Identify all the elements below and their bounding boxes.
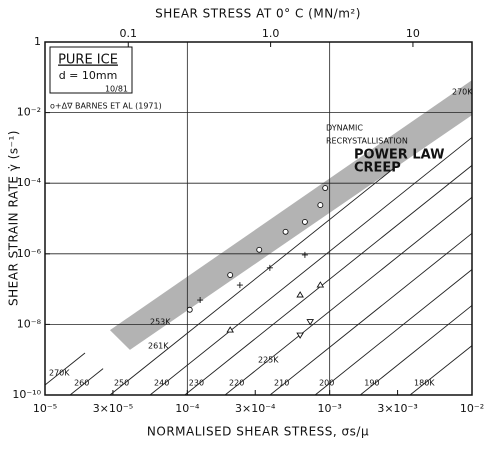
y-tick-label: 1 — [34, 35, 41, 48]
data-point — [322, 185, 329, 191]
annotation: 261K — [148, 342, 169, 351]
data-point — [256, 246, 263, 253]
contour-line — [224, 196, 473, 396]
contour-label: 240 — [154, 379, 169, 388]
info-title: PURE ICE — [58, 53, 118, 68]
contour-label: 220 — [229, 379, 244, 388]
contour-label: 230 — [189, 379, 204, 388]
data-point — [282, 228, 289, 235]
data-point — [306, 319, 315, 326]
data-point — [316, 281, 325, 288]
contour-label: 200 — [319, 379, 334, 388]
contour-label: 190 — [364, 379, 379, 388]
annotation: 225K — [258, 356, 279, 365]
contour-line — [359, 305, 473, 396]
x-tick-label: 10⁻⁴ — [175, 402, 200, 415]
region-label: RECRYSTALLISATION — [326, 137, 408, 146]
y-tick-label: 10⁻⁸ — [17, 317, 42, 330]
data-point — [317, 202, 324, 209]
recrystallisation-band — [109, 80, 472, 350]
annotation: 253K — [150, 318, 171, 327]
info-date: 10/81 — [105, 85, 128, 94]
region-label: POWER LAW — [354, 148, 444, 163]
contour-line — [314, 269, 473, 396]
top-axis-title: SHEAR STRESS AT 0° C (MN/m²) — [155, 7, 361, 21]
data-point — [266, 264, 273, 271]
contour-line — [409, 345, 473, 396]
contour-label: 260 — [74, 379, 89, 388]
data-point — [236, 282, 243, 289]
plot-frame — [44, 41, 473, 396]
x-tick-label: 10⁻³ — [318, 402, 342, 415]
contour-label: 210 — [274, 379, 289, 388]
data-point — [301, 251, 308, 258]
contour-line — [109, 167, 395, 396]
y-tick-label: 10⁻¹⁰ — [12, 388, 41, 401]
contour-line — [44, 352, 86, 386]
contour-label: 270K — [49, 368, 70, 377]
x-tick-label: 3×10⁻⁵ — [93, 402, 133, 415]
x-tick-label: 10⁻² — [460, 402, 484, 415]
y-tick-label: 10⁻⁴ — [17, 176, 42, 189]
data-point — [186, 306, 193, 313]
data-point — [226, 326, 234, 333]
region-label: CREEP — [354, 161, 401, 176]
contour-label: 250 — [114, 379, 129, 388]
data-point — [301, 218, 308, 225]
annotation: 270K — [452, 88, 473, 97]
y-tick-label: 10⁻⁶ — [17, 247, 42, 260]
contour-line — [69, 368, 104, 396]
x2-tick-label: 0.1 — [120, 27, 138, 40]
x-axis-title: NORMALISED SHEAR STRESS, σs/μ — [147, 425, 369, 439]
x2-tick-label: 1.0 — [262, 27, 280, 40]
legend-label: o+Δ∇ BARNES ET AL (1971) — [50, 102, 162, 111]
contour-line — [184, 165, 473, 396]
x-tick-label: 3×10⁻³ — [377, 402, 417, 415]
info-grain: d = 10mm — [59, 69, 118, 82]
x-tick-label: 10⁻⁵ — [33, 402, 57, 415]
data-point — [227, 272, 234, 279]
contour-label: 180K — [414, 379, 435, 388]
x-tick-label: 3×10⁻⁴ — [235, 402, 276, 415]
contour-line — [269, 232, 473, 396]
y-axis-title: SHEAR STRAIN RATE γ̇ (s⁻¹) — [7, 130, 21, 306]
region-label: DYNAMIC — [326, 124, 363, 133]
info-box — [49, 46, 133, 94]
data-point — [296, 332, 304, 339]
data-point — [296, 291, 304, 298]
y-tick-label: 10⁻² — [17, 106, 41, 119]
data-point — [197, 297, 204, 304]
x2-tick-label: 10 — [406, 27, 420, 40]
contour-line — [149, 137, 473, 396]
